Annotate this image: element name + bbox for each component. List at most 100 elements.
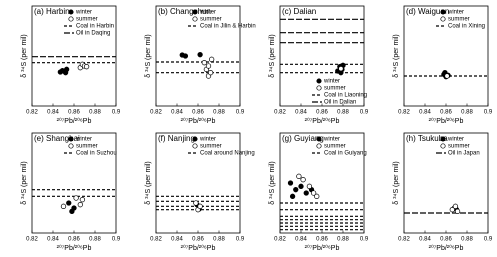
- legend-label: winter: [75, 137, 92, 143]
- x-tick-label: 0.88: [213, 110, 225, 116]
- x-axis-label: ²⁰⁷Pb/²⁰⁶Pb: [305, 117, 340, 125]
- legend-label: Coal in Harbin: [76, 24, 114, 30]
- panel-title: (b) Changchun: [158, 7, 211, 16]
- data-point: [444, 73, 450, 79]
- legend-marker: [192, 9, 198, 15]
- x-tick-label: 0.82: [398, 110, 410, 116]
- x-tick-label: 0.9: [112, 237, 121, 243]
- panel-title: (e) Shanghai: [34, 134, 80, 143]
- x-tick-label: 0.82: [150, 237, 162, 243]
- y-axis-label: δ ³⁴S (per mil): [393, 161, 400, 204]
- data-point: [182, 53, 189, 59]
- legend-marker: [192, 136, 198, 142]
- x-tick-label: 0.86: [440, 237, 452, 243]
- data-point: [338, 66, 344, 72]
- y-axis-label: δ ³⁴S (per mil): [21, 161, 28, 204]
- x-tick-label: 0.84: [295, 110, 307, 116]
- legend-marker: [192, 143, 198, 149]
- legend-marker: [68, 16, 74, 22]
- x-tick-label: 0.84: [171, 237, 183, 243]
- data-point: [293, 187, 299, 193]
- x-tick-label: 0.84: [171, 110, 183, 116]
- data-point: [306, 183, 313, 189]
- plot-frame: [403, 132, 489, 234]
- legend-marker: [440, 16, 446, 22]
- legend-label: summer: [448, 17, 470, 23]
- x-tick-label: 0.88: [461, 110, 473, 116]
- x-tick-label: 0.86: [68, 237, 80, 243]
- x-axis-label: ²⁰⁷Pb/²⁰⁶Pb: [181, 117, 216, 125]
- legend-label: Coal in Jilin & Harbin: [200, 24, 256, 30]
- y-axis-label: δ ³⁴S (per mil): [21, 34, 28, 77]
- x-axis-label: ²⁰⁷Pb/²⁰⁶Pb: [57, 244, 92, 252]
- legend-label: winter: [199, 10, 216, 16]
- x-axis-label: ²⁰⁷Pb/²⁰⁶Pb: [305, 244, 340, 252]
- legend-marker: [316, 143, 322, 149]
- x-tick-label: 0.86: [316, 237, 328, 243]
- legend-label: summer: [324, 144, 346, 150]
- plot-frame: [279, 5, 365, 107]
- data-point: [454, 208, 461, 214]
- data-point: [207, 70, 214, 76]
- x-tick-label: 0.9: [236, 237, 245, 243]
- data-point: [298, 183, 304, 189]
- x-tick-label: 0.88: [337, 237, 349, 243]
- panel-title: (g) Guyiang: [282, 134, 324, 143]
- data-point: [287, 180, 294, 186]
- x-axis-label: ²⁰⁷Pb/²⁰⁶Pb: [429, 117, 464, 125]
- x-tick-label: 0.9: [360, 110, 369, 116]
- panel-title: (a) Harbin: [34, 7, 70, 16]
- data-point: [77, 202, 83, 208]
- x-tick-label: 0.9: [112, 110, 121, 116]
- x-tick-label: 0.9: [484, 110, 493, 116]
- panel-title: (h) Tsukuba: [406, 134, 448, 143]
- legend-label: winter: [323, 137, 340, 143]
- x-tick-label: 0.9: [360, 237, 369, 243]
- x-tick-label: 0.88: [213, 237, 225, 243]
- legend-label: summer: [76, 17, 98, 23]
- x-tick-label: 0.86: [440, 110, 452, 116]
- legend-label: Coal in Guiyang: [324, 151, 367, 157]
- plot-frame: [31, 5, 117, 107]
- x-tick-label: 0.82: [26, 110, 38, 116]
- legend-label: Coal around Nanjing: [200, 151, 255, 157]
- x-tick-label: 0.9: [484, 237, 493, 243]
- plot-frame: [403, 5, 489, 107]
- legend-label: summer: [200, 17, 222, 23]
- legend-label: summer: [324, 86, 346, 92]
- legend-label: summer: [200, 144, 222, 150]
- data-point: [296, 173, 302, 179]
- data-point: [69, 208, 75, 214]
- x-tick-label: 0.84: [295, 237, 307, 243]
- panel-title: (d) Waiguan: [406, 7, 449, 16]
- legend-marker: [316, 78, 322, 84]
- data-point: [289, 193, 296, 199]
- x-tick-label: 0.82: [274, 237, 286, 243]
- data-point: [62, 70, 69, 76]
- legend-label: winter: [447, 137, 464, 143]
- x-tick-label: 0.88: [337, 110, 349, 116]
- x-tick-label: 0.88: [461, 237, 473, 243]
- x-tick-label: 0.84: [47, 110, 59, 116]
- x-tick-label: 0.82: [150, 110, 162, 116]
- data-point: [208, 56, 215, 62]
- data-point: [197, 203, 203, 209]
- legend-label: Oil in Japan: [448, 151, 480, 157]
- legend-marker: [440, 9, 446, 15]
- y-axis-label: δ ³⁴S (per mil): [145, 34, 152, 77]
- data-point: [66, 200, 72, 206]
- legend-label: Coal in Liaoning: [324, 93, 367, 99]
- data-point: [300, 177, 306, 183]
- x-tick-label: 0.88: [89, 237, 101, 243]
- data-point: [60, 203, 67, 209]
- legend-marker: [192, 16, 198, 22]
- plot-frame: [31, 132, 117, 234]
- y-axis-label: δ ³⁴S (per mil): [145, 161, 152, 204]
- x-tick-label: 0.84: [419, 237, 431, 243]
- legend-label: Oil in Daqing: [76, 31, 110, 37]
- legend-label: winter: [323, 79, 340, 85]
- y-axis-label: δ ³⁴S (per mil): [269, 161, 276, 204]
- x-axis-label: ²⁰⁷Pb/²⁰⁶Pb: [181, 244, 216, 252]
- data-point: [310, 190, 317, 196]
